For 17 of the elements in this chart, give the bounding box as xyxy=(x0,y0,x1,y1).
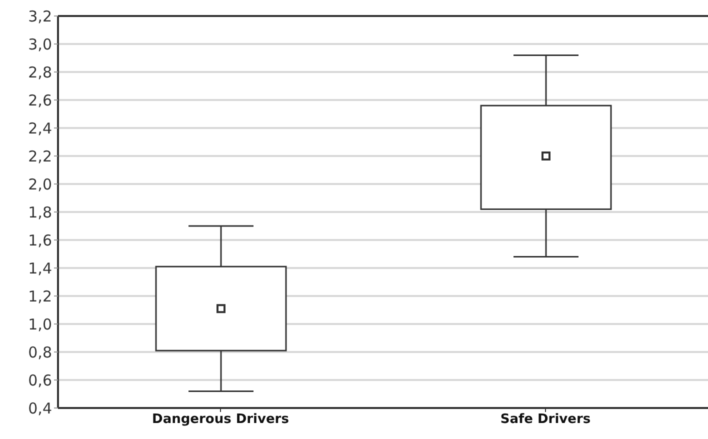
y-tick-label: 3,2 xyxy=(28,7,52,26)
y-tick-label: 2,6 xyxy=(28,91,52,110)
y-tick-label: 0,8 xyxy=(28,343,52,362)
y-tick-label: 0,6 xyxy=(28,371,52,390)
y-tick-label: 1,8 xyxy=(28,203,52,222)
y-tick-label: 1,0 xyxy=(28,315,52,334)
y-tick-label: 1,2 xyxy=(28,287,52,306)
y-tick-label: 2,2 xyxy=(28,147,52,166)
y-tick-label: 2,4 xyxy=(28,119,52,138)
y-tick-label: 3,0 xyxy=(28,35,52,54)
y-tick-label: 1,4 xyxy=(28,259,52,278)
x-tick-label: Dangerous Drivers xyxy=(152,412,290,428)
x-tick-label: Safe Drivers xyxy=(500,412,591,428)
y-tick-label: 2,8 xyxy=(28,63,52,82)
y-tick-label: 2,0 xyxy=(28,175,52,194)
y-tick-label: 1,6 xyxy=(28,231,52,250)
y-tick-label: 0,4 xyxy=(28,399,52,418)
